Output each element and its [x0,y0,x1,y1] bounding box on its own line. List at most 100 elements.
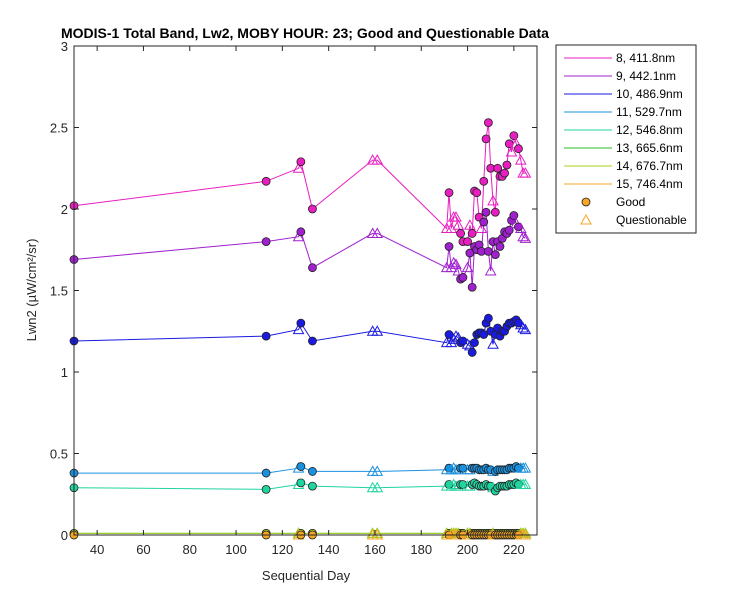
data-point-questionable [519,232,532,243]
y-tick-label: 3 [61,39,68,54]
data-point-good [261,237,271,247]
data-point-good [261,468,271,478]
plot-background [74,46,537,535]
data-point-good [308,467,317,476]
plot-area [74,46,537,535]
data-point-good [493,163,503,173]
data-point-good [308,204,317,214]
series-0 [69,118,532,247]
legend-marker-good [581,197,591,207]
data-point-good [502,160,512,170]
data-point-good [458,273,468,282]
data-point-good [479,176,489,186]
y-tick-label: 0 [61,528,68,543]
series-1 [69,207,532,292]
data-point-good [308,336,317,346]
series-2 [69,313,532,357]
data-point-questionable [505,145,518,157]
data-point-questionable [475,222,488,234]
data-point-good [296,227,306,237]
data-point-good [296,318,306,328]
series-3 [69,462,532,478]
data-point-good [296,462,306,471]
data-point-good [514,144,523,154]
y-tick-label: 0.5 [50,447,68,462]
data-point-questionable [461,338,474,349]
data-point-questionable [514,154,527,165]
x-tick-label: 180 [410,542,432,557]
data-point-good [490,207,500,217]
data-point-questionable [292,162,305,173]
data-point-questionable [292,323,305,335]
data-point-questionable [514,222,527,234]
data-point-good [444,188,454,198]
legend-entry: Questionable [616,213,687,227]
data-point-good [467,229,477,238]
data-point-good [308,481,317,491]
x-tick-label: 200 [457,542,479,557]
x-tick-label: 160 [364,542,386,557]
data-point-questionable [450,330,462,341]
data-point-questionable [519,323,532,335]
series-4 [69,478,532,496]
legend-entry: 14, 676.7nm [616,159,683,173]
data-point-questionable [487,338,499,349]
data-point-good [470,338,479,348]
x-axis-label: Sequential Day [262,568,351,583]
y-tick-label: 2 [61,202,68,217]
legend-entry: 10, 486.9nm [616,87,683,101]
data-point-questionable [484,264,497,276]
legend-entry: Good [616,195,645,209]
x-tick-label: 140 [318,542,340,557]
data-point-good [296,478,306,488]
data-point-questionable [452,264,465,276]
data-point-good [308,263,317,273]
data-point-questionable [371,481,384,493]
data-point-good [261,331,271,341]
data-point-questionable [450,258,462,269]
data-point-questionable [452,219,465,230]
data-point-good [467,348,477,357]
chart-title: MODIS-1 Total Band, Lw2, MOBY HOUR: 23; … [61,25,549,41]
data-point-questionable [371,154,384,165]
data-point-good [509,131,519,141]
legend-entry: 11, 529.7nm [616,105,682,119]
data-point-questionable [450,211,462,222]
data-point-questionable [464,219,476,230]
data-point-good [479,217,489,227]
data-point-good [458,336,468,346]
data-point-questionable [487,194,499,206]
data-point-good [483,313,493,323]
data-point-questionable [517,321,529,333]
legend-entry: 13, 665.6nm [616,141,683,155]
legend-entry: 8, 411.8nm [616,51,675,65]
data-point-good [467,282,477,292]
x-tick-label: 120 [271,542,293,557]
legend: 8, 411.8nm 9, 442.1nm 10, 486.9nm 11, 529.7… [555,44,697,234]
data-point-questionable [371,325,384,336]
legend-entry: 15, 746.4nm [616,177,683,191]
data-point-good [261,484,271,494]
data-point-good [481,134,491,144]
data-point-good [472,188,482,198]
data-point-good [296,157,306,167]
data-point-questionable [519,478,532,489]
data-point-good [463,237,472,247]
axes: 40 60 80 100 120 140 160 180 200 220 0 0.5 1 1.5 2 2.5 3 [50,39,538,557]
data-point-questionable [519,462,532,473]
data-point-good [490,250,500,260]
data-point-questionable [517,230,529,242]
data-point-questionable [461,261,474,273]
data-point-good [500,168,509,178]
y-tick-label: 1.5 [50,284,68,299]
data-point-good [481,207,491,217]
legend-entry: 9, 442.1nm [616,69,676,83]
y-tick-label: 1 [61,365,68,380]
data-point-good [495,242,505,251]
x-tick-label: 60 [136,542,150,557]
data-point-questionable [519,167,532,178]
data-point-good [261,176,271,186]
data-point-questionable [371,465,384,476]
x-tick-label: 100 [225,542,247,557]
y-tick-label: 2.5 [50,121,68,136]
